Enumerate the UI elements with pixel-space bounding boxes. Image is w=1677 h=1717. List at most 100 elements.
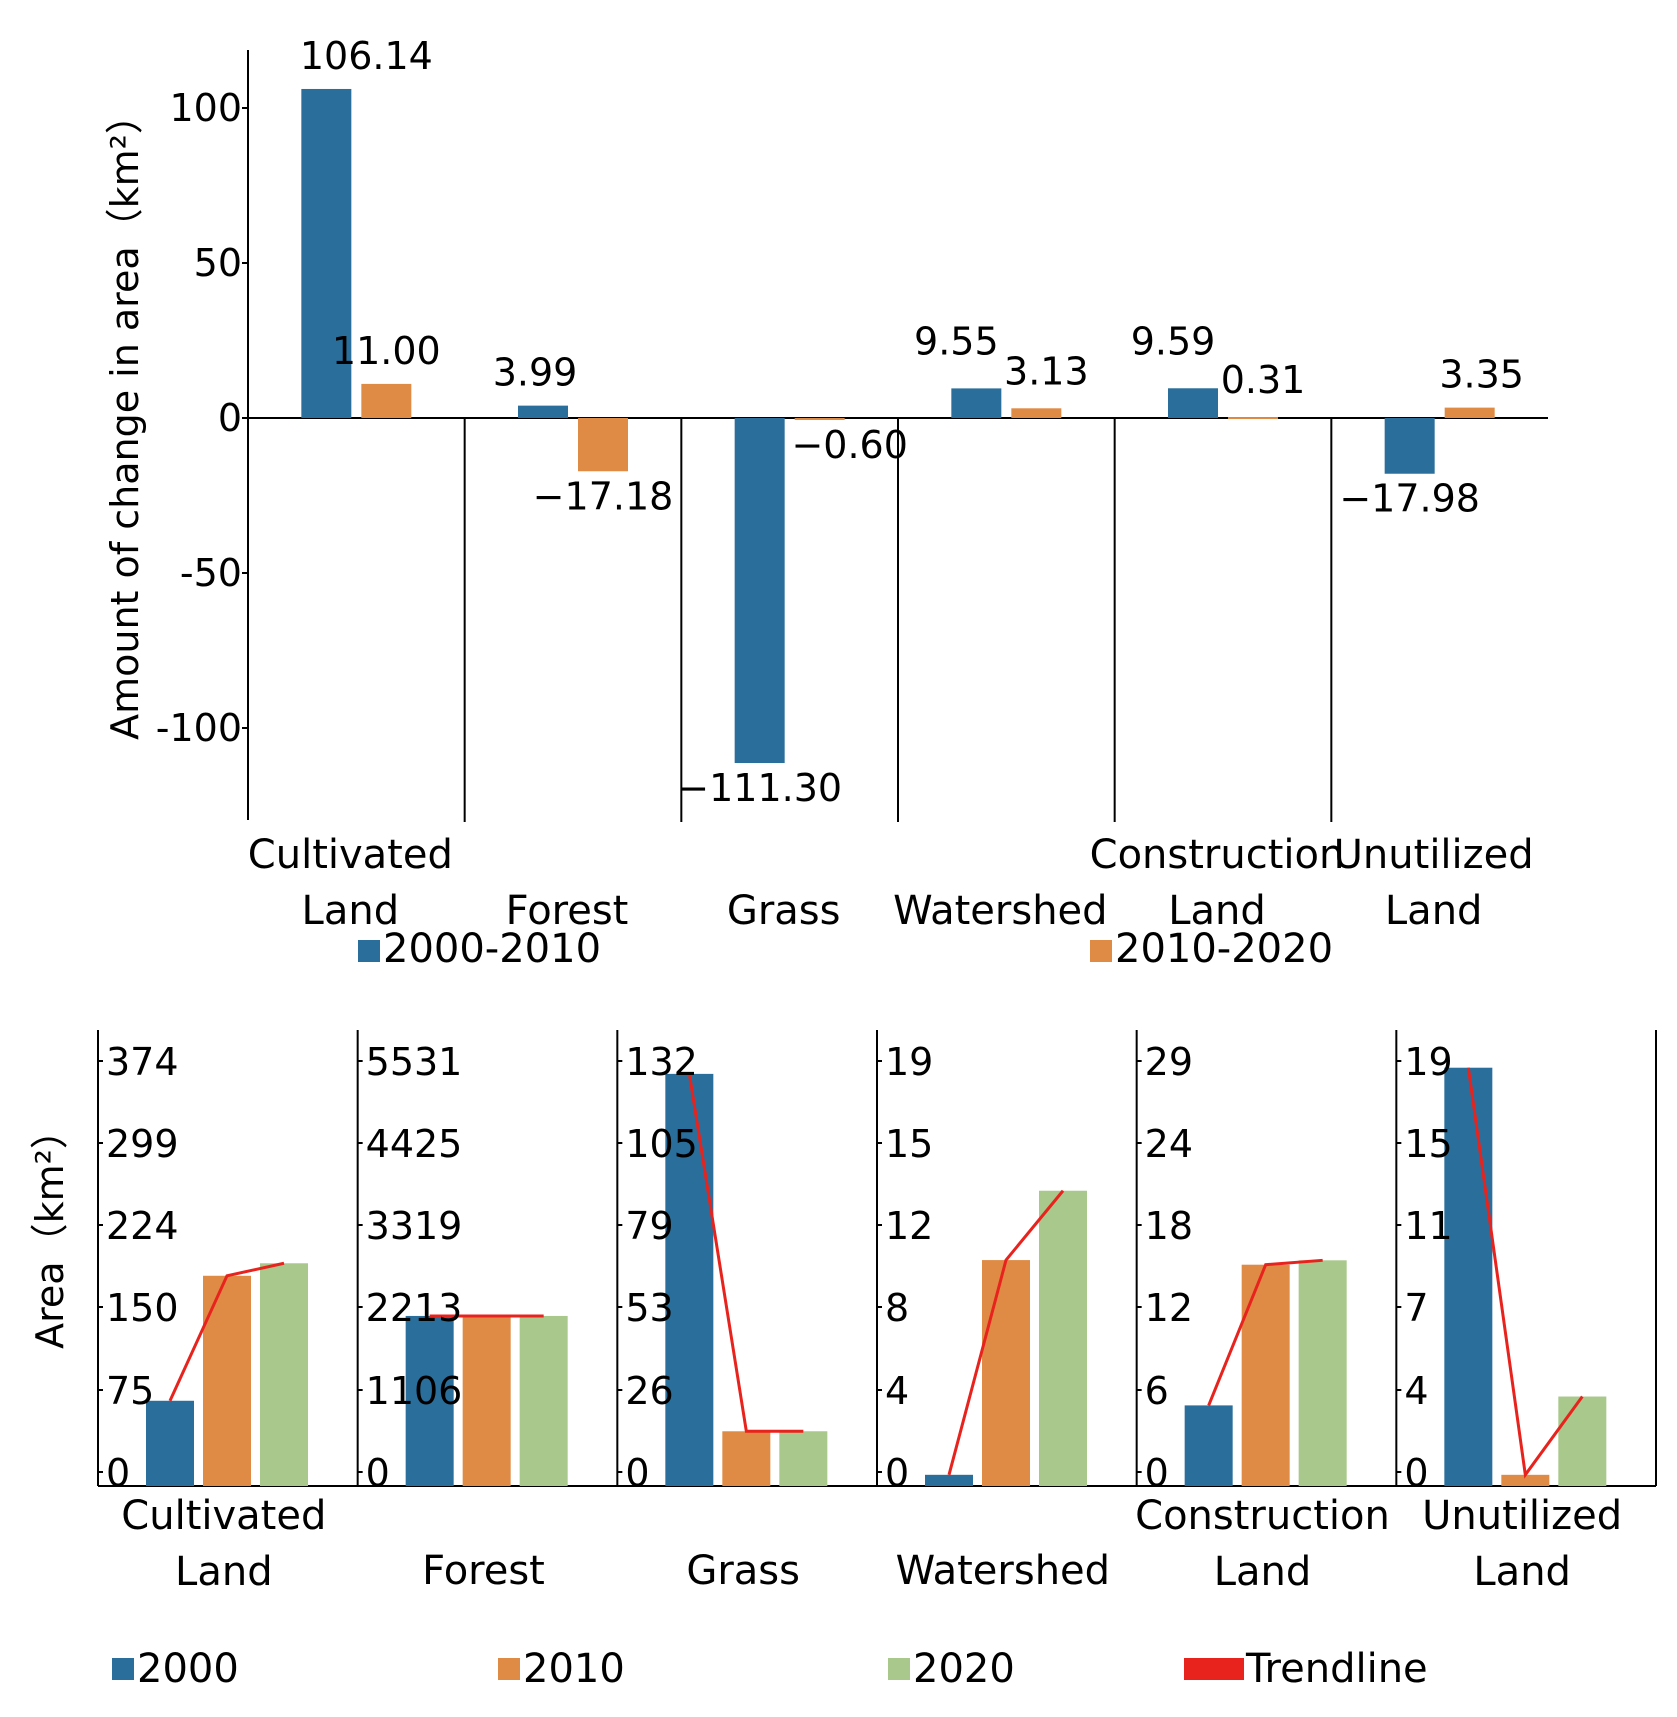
bottom-legend-swatch: [498, 1658, 520, 1680]
bottom-tick-label: 7: [1404, 1286, 1428, 1330]
change-bar-chart: 100 50 0 -50 -100 106.14 3.99 −111.30 9.55 9.59 −…: [103, 34, 1548, 972]
bottom-trendline-0: [168, 1261, 285, 1402]
top-bar-2010-2020-2: [794, 418, 845, 420]
bottom-category-label: Cultivated: [121, 1493, 326, 1539]
top-category-label: Land: [1385, 888, 1483, 934]
bottom-bar-2000-5: [1444, 1067, 1493, 1486]
bottom-tick-label: 374: [106, 1040, 179, 1084]
bottom-tick-label: 53: [625, 1286, 673, 1330]
top-bar-2010-2020-3: [1011, 408, 1062, 418]
bottom-bar-2010-5: [1501, 1474, 1550, 1486]
bottom-tick-label: 15: [1404, 1122, 1452, 1166]
top-data-label: 3.35: [1439, 353, 1524, 397]
bottom-tick-label: 4: [1404, 1369, 1428, 1413]
top-bar-2000-2010-2: [734, 418, 785, 764]
bottom-tick-label: 12: [885, 1204, 933, 1248]
top-data-label: −0.60: [791, 423, 907, 467]
top-data-label: 0.31: [1221, 358, 1306, 402]
bottom-legend: 2000 2010 2020 Trendline: [112, 1646, 1428, 1692]
bottom-tick-label: 12: [1145, 1286, 1193, 1330]
bottom-tick-label: 150: [106, 1286, 179, 1330]
top-category-label: Land: [302, 888, 400, 934]
bottom-trendline-4: [1207, 1258, 1323, 1406]
bottom-bar-2010-0: [203, 1275, 251, 1486]
top-y-tick-label: -50: [180, 551, 242, 595]
bottom-legend-label: 2000: [137, 1646, 239, 1692]
top-data-label: −17.98: [1339, 477, 1480, 521]
bottom-tick-label: 4425: [366, 1122, 463, 1166]
bottom-tick-label: 0: [106, 1451, 130, 1495]
bottom-bar-2020-4: [1298, 1260, 1347, 1486]
bottom-tick-label: 105: [625, 1122, 698, 1166]
top-y-tick-label: 0: [218, 396, 242, 440]
bottom-bar-2000-3: [925, 1474, 973, 1486]
top-bar-2000-2010-4: [1168, 388, 1218, 418]
bottom-tick-label: 224: [106, 1204, 179, 1248]
top-legend-swatch: [1090, 940, 1112, 962]
bottom-tick-label: 19: [1404, 1040, 1452, 1084]
top-bar-2000-2010-1: [518, 405, 568, 418]
bottom-category-label: Land: [1214, 1549, 1312, 1595]
bottom-bar-2000-1: [405, 1315, 454, 1486]
bottom-tick-label: 299: [106, 1122, 179, 1166]
top-y-axis-title: Amount of change in area（km²）: [103, 96, 147, 740]
top-category-label: Cultivated: [248, 832, 453, 878]
bottom-chart-axes: [97, 1030, 1657, 1487]
top-bar-2000-2010-0: [301, 88, 352, 418]
top-legend: 2000-2010 2010-2020: [358, 926, 1333, 972]
top-bar-2010-2020-1: [578, 418, 628, 472]
bottom-bar-2000-0: [146, 1400, 194, 1486]
top-data-label: 3.99: [493, 351, 578, 395]
bottom-tick-label: 5531: [366, 1040, 463, 1084]
top-legend-swatch: [358, 940, 380, 962]
top-bar-2010-2020-4: [1228, 417, 1278, 420]
bottom-tick-label: 29: [1145, 1040, 1193, 1084]
top-category-label: Land: [1168, 888, 1266, 934]
top-y-tick-label: -100: [156, 706, 242, 750]
bottom-tick-label: 11: [1404, 1204, 1452, 1248]
bottom-tick-label: 0: [366, 1451, 390, 1495]
bottom-bar-2000-2: [665, 1073, 714, 1486]
bottom-category-label: Unutilized: [1422, 1493, 1622, 1539]
top-data-label: −111.30: [677, 766, 842, 810]
top-bar-2000-2010-5: [1384, 418, 1435, 474]
bottom-category-label: Construction: [1135, 1493, 1390, 1539]
bottom-legend-label: 2010: [523, 1646, 625, 1692]
bottom-y-axis-title: Area（km²）: [28, 1111, 72, 1349]
top-chart-bars: [301, 88, 1495, 764]
bottom-category-label: Grass: [686, 1548, 800, 1594]
bottom-chart-labels: 075150224299374CultivatedLand01106221333…: [106, 1040, 1622, 1595]
bottom-bar-2010-1: [462, 1315, 511, 1486]
top-bar-2010-2020-0: [361, 383, 412, 418]
bottom-legend-swatch: [112, 1658, 134, 1680]
bottom-bar-2000-4: [1184, 1405, 1233, 1486]
top-y-tick-label: 100: [169, 86, 242, 130]
top-chart-axes: 100 50 0 -50 -100: [156, 50, 1548, 822]
top-bar-2000-2010-3: [951, 388, 1002, 418]
bottom-bar-2010-2: [722, 1431, 771, 1486]
bottom-bar-2020-3: [1039, 1190, 1087, 1486]
top-category-label: Grass: [727, 888, 841, 934]
bottom-bar-2020-2: [779, 1431, 828, 1486]
top-data-label: 11.00: [332, 329, 441, 373]
bottom-tick-label: 8: [885, 1286, 909, 1330]
bottom-bar-2020-1: [519, 1315, 568, 1486]
bottom-legend-swatch: [1184, 1658, 1244, 1680]
bottom-tick-label: 18: [1145, 1204, 1193, 1248]
top-data-label: −17.18: [533, 474, 674, 518]
top-category-label: Watershed: [893, 888, 1107, 934]
top-category-label: Forest: [506, 888, 629, 934]
bottom-tick-label: 0: [1404, 1451, 1428, 1495]
bottom-tick-label: 0: [885, 1451, 909, 1495]
bottom-tick-label: 0: [1145, 1451, 1169, 1495]
bottom-tick-label: 15: [885, 1122, 933, 1166]
bottom-bar-2020-0: [260, 1263, 308, 1486]
bottom-trendline-2: [687, 1073, 804, 1433]
bottom-category-label: Land: [175, 1549, 273, 1595]
bottom-category-label: Forest: [422, 1548, 545, 1594]
top-chart-labels: 106.14 3.99 −111.30 9.55 9.59 −17.98 11.00 −17.…: [248, 34, 1534, 934]
bottom-tick-label: 24: [1145, 1122, 1193, 1166]
bottom-trendline-5: [1466, 1067, 1584, 1479]
bottom-tick-label: 26: [625, 1369, 673, 1413]
